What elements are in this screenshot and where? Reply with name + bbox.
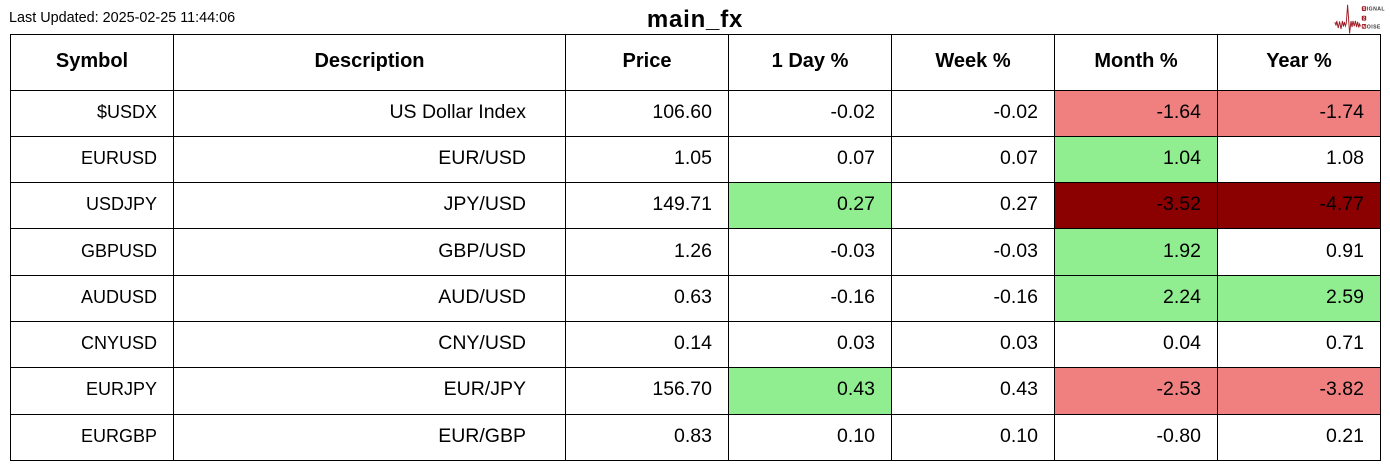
svg-text:N: N xyxy=(1362,24,1365,29)
svg-text:2: 2 xyxy=(1363,16,1366,21)
svg-text:S: S xyxy=(1363,6,1366,11)
svg-text:OISE: OISE xyxy=(1367,25,1381,31)
svg-text:IGNAL: IGNAL xyxy=(1367,7,1386,13)
